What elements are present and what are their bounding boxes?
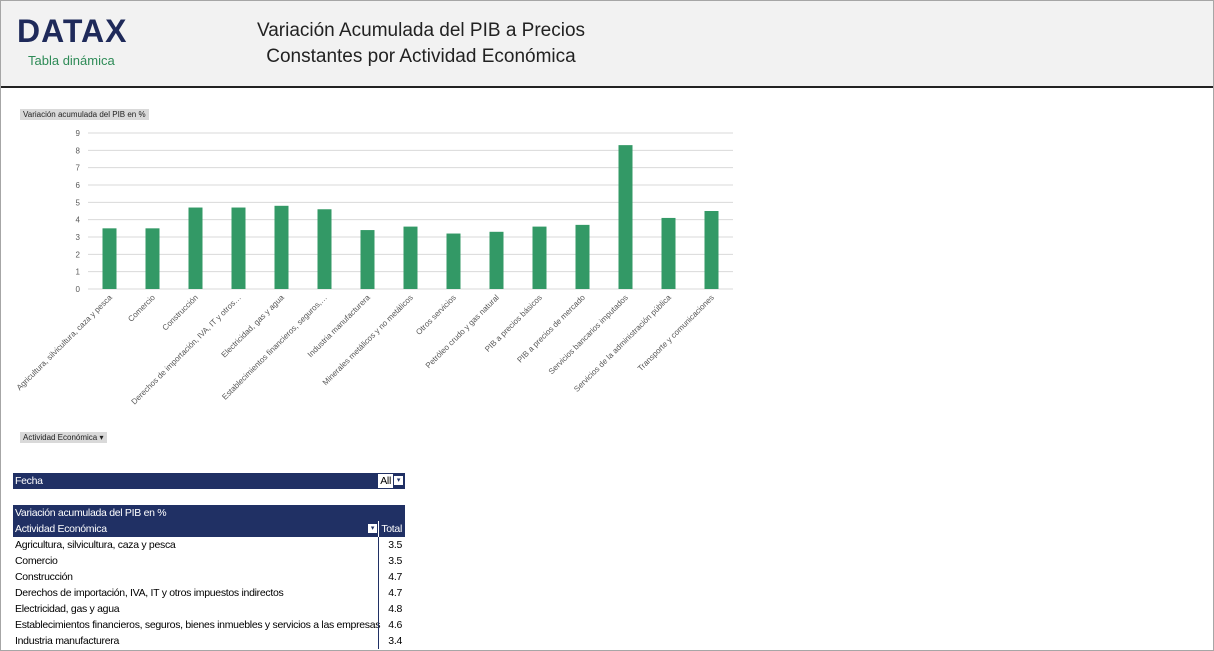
measure-label: Variación acumulada del PIB en % [15, 507, 167, 519]
table-row: Derechos de importación, IVA, IT y otros… [13, 585, 405, 601]
x-tick-label: Comercio [126, 293, 157, 324]
bar [704, 211, 719, 289]
bar [575, 224, 590, 289]
bar [188, 207, 203, 289]
row-label: Industria manufacturera [15, 635, 119, 647]
column-separator [378, 569, 379, 585]
value-field-button[interactable]: Variación acumulada del PIB en % [20, 109, 149, 120]
bar [403, 226, 418, 289]
column-separator [378, 553, 379, 569]
y-tick-label: 4 [76, 216, 81, 225]
y-tick-label: 8 [76, 146, 81, 155]
bar [446, 233, 461, 289]
header-row: Actividad Económica ▾ Total [13, 521, 405, 537]
filter-table: Fecha All ▾ [13, 473, 405, 489]
row-label: Agricultura, silvicultura, caza y pesca [15, 539, 176, 551]
y-tick-label: 0 [76, 285, 81, 294]
page-title: Variación Acumulada del PIB a Precios Co… [231, 18, 611, 70]
y-tick-label: 7 [76, 164, 81, 173]
measure-row: Variación acumulada del PIB en % [13, 505, 405, 521]
row-label: Comercio [15, 555, 58, 567]
x-tick-label: Transporte y comunicaciones [636, 293, 716, 373]
filter-label: Fecha [15, 475, 43, 487]
bar [489, 231, 504, 289]
bar [661, 217, 676, 289]
header: DATAX Tabla dinámica Variación Acumulada… [1, 1, 1213, 88]
row-value: 4.7 [388, 571, 402, 583]
row-header: Actividad Económica [15, 523, 107, 535]
column-separator [378, 505, 379, 521]
table-row: Electricidad, gas y agua 4.8 [13, 601, 405, 617]
logo-subtitle: Tabla dinámica [28, 53, 115, 68]
bar [532, 226, 547, 289]
filter-value[interactable]: All [378, 474, 393, 488]
row-value: 4.8 [388, 603, 402, 615]
column-separator [378, 521, 379, 537]
y-tick-label: 5 [76, 198, 81, 207]
row-value: 4.7 [388, 587, 402, 599]
bar [360, 230, 375, 289]
y-tick-label: 2 [76, 250, 81, 259]
table-row: Comercio 3.5 [13, 553, 405, 569]
column-separator [378, 617, 379, 633]
bar [145, 228, 160, 289]
x-tick-label: Agricultura, silvicultura, caza y pesca [15, 293, 115, 393]
x-tick-label: Servicios bancarios imputados [547, 293, 630, 376]
y-tick-label: 1 [76, 268, 81, 277]
row-label: Electricidad, gas y agua [15, 603, 120, 615]
row-value: 4.6 [388, 619, 402, 631]
bar [102, 228, 117, 289]
bar [317, 209, 332, 289]
button-text: Actividad Económica [23, 433, 98, 442]
column-separator [378, 537, 379, 553]
title-line: Constantes por Actividad Económica [266, 46, 576, 67]
bar [618, 145, 633, 289]
total-header: Total [381, 523, 402, 535]
row-value: 3.5 [388, 539, 402, 551]
x-tick-label: Construcción [161, 293, 200, 332]
table-row: Industria manufacturera 3.4 [13, 633, 405, 649]
column-separator [378, 633, 379, 649]
row-label: Construcción [15, 571, 73, 583]
y-tick-label: 9 [76, 129, 81, 138]
filter-row: Fecha All ▾ [13, 473, 405, 489]
y-tick-label: 3 [76, 233, 81, 242]
y-tick-label: 6 [76, 181, 81, 190]
filter-dropdown[interactable]: ▾ [394, 476, 403, 485]
table-row: Establecimientos financieros, seguros, b… [13, 617, 405, 633]
row-value: 3.5 [388, 555, 402, 567]
title-line: Variación Acumulada del PIB a Precios [256, 20, 586, 41]
bar [274, 205, 289, 289]
table-row: Agricultura, silvicultura, caza y pesca 3… [13, 537, 405, 553]
row-value: 3.4 [388, 635, 402, 647]
row-label: Derechos de importación, IVA, IT y otros… [15, 587, 284, 599]
x-tick-label: Petróleo crudo y gas natural [424, 293, 501, 370]
bar [231, 207, 246, 289]
column-separator [378, 585, 379, 601]
row-dropdown[interactable]: ▾ [368, 524, 377, 533]
table-row: Construcción 4.7 [13, 569, 405, 585]
x-tick-label: Minerales metálicos y no metálicos [321, 293, 415, 387]
row-label: Establecimientos financieros, seguros, b… [15, 619, 381, 631]
x-tick-label: Otros servicios [414, 293, 458, 337]
logo: DATAX [17, 13, 128, 49]
column-separator [378, 601, 379, 617]
pivot-table: Variación acumulada del PIB en % Activid… [13, 505, 405, 649]
chart: 0 1 2 3 4 5 6 7 8 9 Agricultura, silvicultura, caz… [15, 129, 733, 406]
axis-field-button[interactable]: Actividad Económica ▾ [20, 432, 107, 443]
